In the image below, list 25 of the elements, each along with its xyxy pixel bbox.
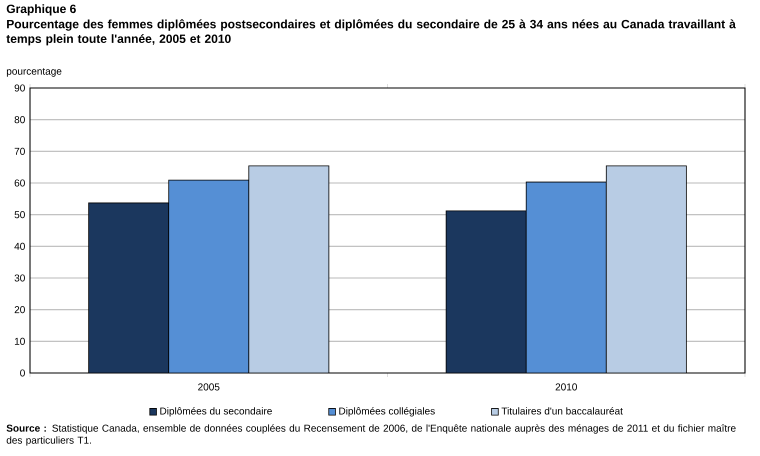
bar — [526, 182, 607, 373]
chart-subtitle: Pourcentage des femmes diplômées postsecondaires et diplômées du secondaire de 25 à 34 ans nées au Canada travaillant à temps plein toute l'année, 2005 et 2010 — [6, 19, 736, 46]
legend-label: Diplômées collégiales — [339, 407, 435, 417]
y-tick-label: 30 — [14, 274, 25, 282]
legend-label: Titulaires d'un baccalauréat — [502, 407, 623, 415]
y-tick-label: 40 — [14, 242, 25, 250]
y-tick-label: 0 — [20, 369, 25, 377]
x-tick-label: 2005 — [198, 383, 220, 390]
y-tick-label: 20 — [14, 306, 25, 314]
y-tick-label: 80 — [14, 116, 25, 124]
bar — [88, 202, 170, 373]
x-tick-label: 2010 — [556, 383, 577, 390]
y-tick-label: 70 — [14, 148, 25, 155]
bar — [606, 166, 687, 373]
legend-label: Diplômées du secondaire — [160, 407, 272, 417]
bar — [248, 166, 330, 373]
chart-title: Graphique 6 — [6, 4, 76, 16]
bar — [446, 210, 527, 373]
y-axis-title: pourcentage — [6, 68, 62, 77]
y-tick-label: 90 — [14, 84, 25, 92]
text: Source : Statistique Canada, ensemble de données couplées du Recensement de 2006, de l'Enquête nationale auprès des ménages de 2011 et du fichier maître des particuliers T1. — [6, 424, 736, 446]
bar — [168, 180, 250, 373]
y-tick-label: 50 — [14, 211, 25, 218]
y-tick-label: 10 — [14, 338, 25, 345]
y-tick-label: 60 — [14, 179, 25, 187]
